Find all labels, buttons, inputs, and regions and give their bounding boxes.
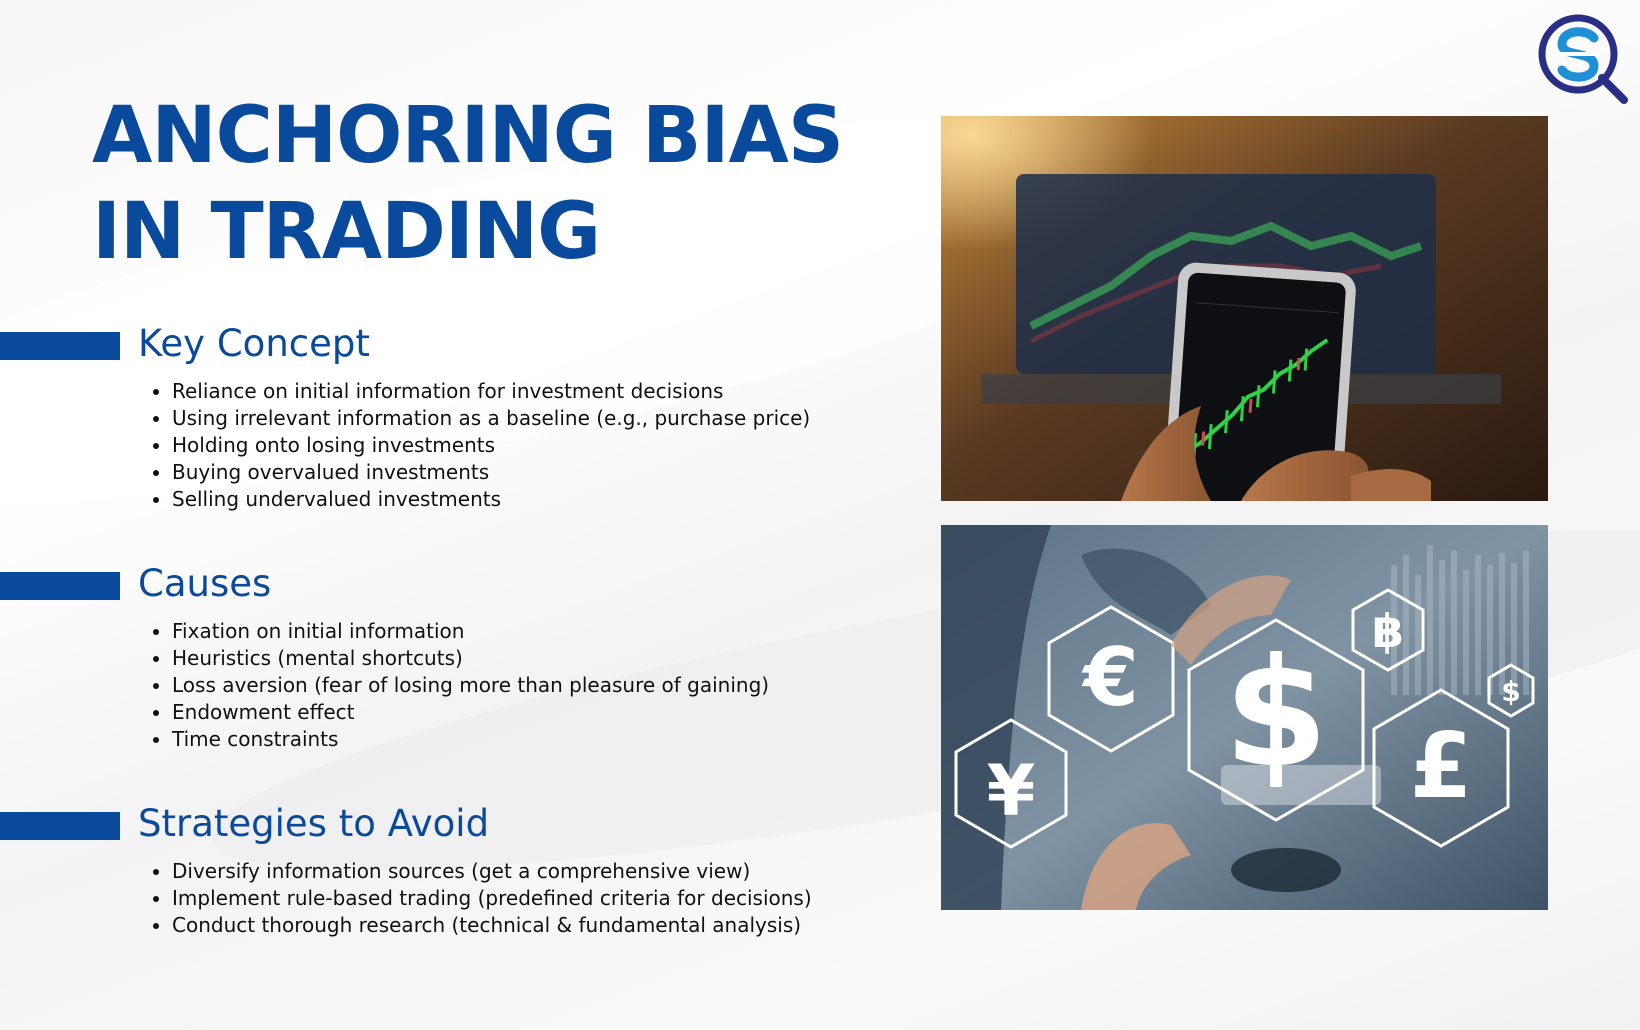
list-item: Reliance on initial information for inve… — [172, 378, 912, 405]
pound-icon: £ — [1410, 714, 1473, 819]
list-item: Conduct thorough research (technical & f… — [172, 912, 912, 939]
list-item: Endowment effect — [172, 699, 912, 726]
page-title: ANCHORING BIAS IN TRADING — [92, 91, 844, 277]
section-bar — [0, 332, 120, 360]
baht-icon: ฿ — [1372, 604, 1404, 658]
bullet-list: Diversify information sources (get a com… — [150, 858, 912, 939]
section-heading: Key Concept — [138, 322, 370, 365]
yen-icon: ¥ — [987, 750, 1036, 832]
logo-mark — [1538, 14, 1628, 104]
section-heading: Causes — [138, 562, 272, 605]
section-bar — [0, 572, 120, 600]
list-item: Buying overvalued investments — [172, 459, 912, 486]
company-logo-icon — [1536, 12, 1628, 104]
list-item: Diversify information sources (get a com… — [172, 858, 912, 885]
list-item: Heuristics (mental shortcuts) — [172, 645, 912, 672]
list-item: Selling undervalued investments — [172, 486, 912, 513]
list-item: Using irrelevant information as a baseli… — [172, 405, 912, 432]
trading-phone-photo — [941, 116, 1548, 501]
list-item: Fixation on initial information — [172, 618, 912, 645]
dollar-icon: $ — [1224, 627, 1328, 801]
list-item: Holding onto losing investments — [172, 432, 912, 459]
bullet-list: Reliance on initial information for inve… — [150, 378, 912, 513]
bullet-list: Fixation on initial information Heuristi… — [150, 618, 912, 753]
trading-phone-illustration — [941, 116, 1548, 501]
currency-illustration: € $ ¥ £ ฿ $ — [941, 525, 1548, 910]
list-item: Loss aversion (fear of losing more than … — [172, 672, 912, 699]
currency-hexagons-photo: € $ ¥ £ ฿ $ — [941, 525, 1548, 910]
section-bar — [0, 812, 120, 840]
list-item: Time constraints — [172, 726, 912, 753]
section-heading: Strategies to Avoid — [138, 802, 490, 845]
small-dollar-icon: $ — [1501, 675, 1520, 708]
list-item: Implement rule-based trading (predefined… — [172, 885, 912, 912]
euro-icon: € — [1081, 631, 1139, 724]
